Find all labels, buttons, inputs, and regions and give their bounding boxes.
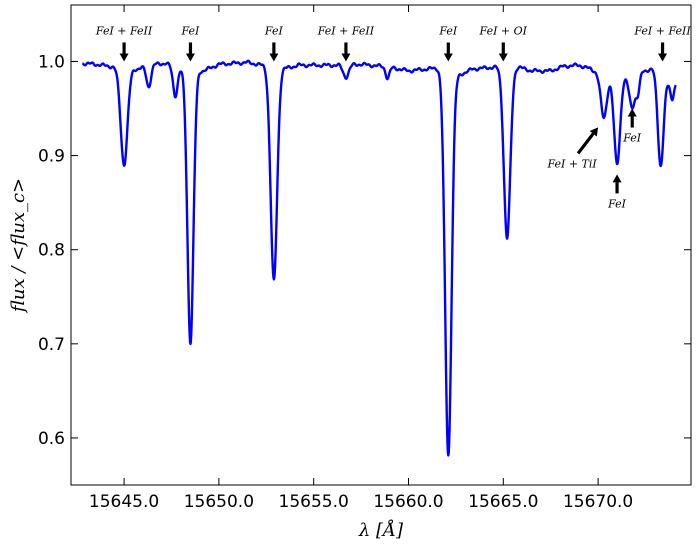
annotation-arrow-up — [612, 174, 622, 194]
annotation-label: FeI — [622, 132, 642, 145]
y-tick-label: 0.8 — [38, 241, 65, 261]
x-tick-label: 15645.0 — [89, 492, 159, 512]
plot-frame — [70, 4, 692, 486]
annotation-label: FeI + FeII — [633, 24, 691, 37]
x-axis-label: λ [Å] — [358, 519, 404, 541]
annotation-label: FeI + OI — [479, 24, 528, 37]
y-tick-label: 0.7 — [38, 335, 65, 355]
x-tick-label: 15655.0 — [279, 492, 349, 512]
annotation-label: FeI + FeII — [95, 24, 153, 37]
axis-ticks — [71, 5, 691, 485]
annotation-label: FeI + TiI — [546, 157, 597, 170]
annotation-arrow-down — [341, 42, 351, 62]
annotation-arrow-down — [658, 42, 668, 62]
x-tick-label: 15660.0 — [373, 492, 443, 512]
annotation-arrow-up — [627, 108, 637, 128]
annotation-arrow-down — [498, 42, 508, 62]
annotation-arrow-down — [269, 42, 279, 62]
x-tick-label: 15665.0 — [468, 492, 538, 512]
x-tick-label: 15650.0 — [184, 492, 254, 512]
annotation-label: FeI + FeII — [317, 24, 375, 37]
y-tick-label: 1.0 — [38, 52, 65, 72]
y-tick-label: 0.6 — [38, 429, 65, 449]
annotation-arrow-diagonal — [576, 127, 599, 155]
axis-tick-labels: 15645.0 15650.0 15655.0 15660.0 15665.0 15670… — [38, 52, 633, 512]
y-axis-label: flux / <flux_c> — [8, 178, 29, 314]
annotation-arrow-down — [185, 42, 195, 62]
annotation-label: FeI — [607, 197, 627, 210]
x-tick-label: 15670.0 — [563, 492, 633, 512]
y-tick-label: 0.9 — [38, 147, 65, 167]
annotation-label: FeI — [181, 24, 201, 37]
spectrum-line — [81, 59, 677, 457]
line-annotations: FeI + FeII FeI FeI FeI + FeII FeI FeI + OI FeI… — [95, 24, 691, 210]
annotation-arrow-down — [119, 42, 129, 62]
annotation-label: FeI — [264, 24, 284, 37]
annotation-label: FeI — [438, 24, 458, 37]
annotation-arrow-down — [443, 42, 453, 62]
